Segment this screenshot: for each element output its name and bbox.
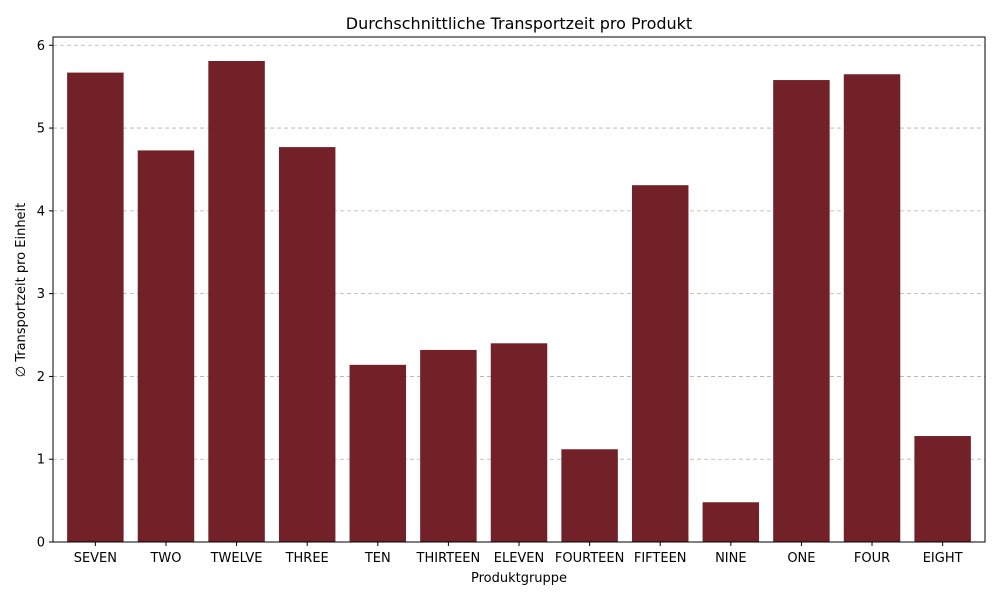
y-tick-label: 3 <box>37 287 45 302</box>
x-axis-title: Produktgruppe <box>471 571 567 586</box>
x-tick-label: TWO <box>149 551 181 566</box>
y-tick-label: 2 <box>37 370 45 385</box>
x-tick-label: ONE <box>787 551 815 566</box>
x-tick-label: THREE <box>285 551 329 566</box>
bar-four <box>843 74 901 543</box>
chart-title: Durchschnittliche Transportzeit pro Prod… <box>346 14 692 33</box>
y-axis-ticks: 0 1 2 3 4 5 6 <box>37 39 53 551</box>
x-tick-label: FIFTEEN <box>634 551 687 566</box>
bar-ten <box>349 364 407 542</box>
bar-two <box>137 150 195 542</box>
bar-eight <box>914 436 971 542</box>
x-tick-label: NINE <box>715 551 747 566</box>
x-axis-ticks: SEVEN TWO TWELVE THREE TEN THIRTEEN ELEVEN FOUR… <box>74 542 963 566</box>
x-tick-label: FOUR <box>854 551 890 566</box>
x-tick-label: ELEVEN <box>494 551 545 566</box>
bar-twelve <box>208 61 265 542</box>
y-tick-label: 6 <box>37 39 45 54</box>
bar-three <box>278 147 336 542</box>
bar-seven <box>67 72 124 542</box>
bar-fifteen <box>631 185 689 542</box>
x-tick-label: FOURTEEN <box>555 551 624 566</box>
bars <box>67 61 971 543</box>
y-axis-title: ∅ Transportzeit pro Einheit <box>14 203 29 378</box>
bar-nine <box>702 502 760 542</box>
bar-thirteen <box>420 349 477 542</box>
bar-fourteen <box>561 449 618 542</box>
x-tick-label: SEVEN <box>74 551 117 566</box>
y-tick-label: 0 <box>37 536 45 551</box>
bar-one <box>773 80 830 542</box>
x-tick-label: THIRTEEN <box>416 551 481 566</box>
y-tick-label: 5 <box>37 122 45 137</box>
x-tick-label: TEN <box>364 551 391 566</box>
y-tick-label: 1 <box>37 453 45 468</box>
y-tick-label: 4 <box>37 204 45 219</box>
x-tick-label: EIGHT <box>923 551 963 566</box>
x-tick-label: TWELVE <box>210 551 263 566</box>
bar-eleven <box>490 343 548 542</box>
